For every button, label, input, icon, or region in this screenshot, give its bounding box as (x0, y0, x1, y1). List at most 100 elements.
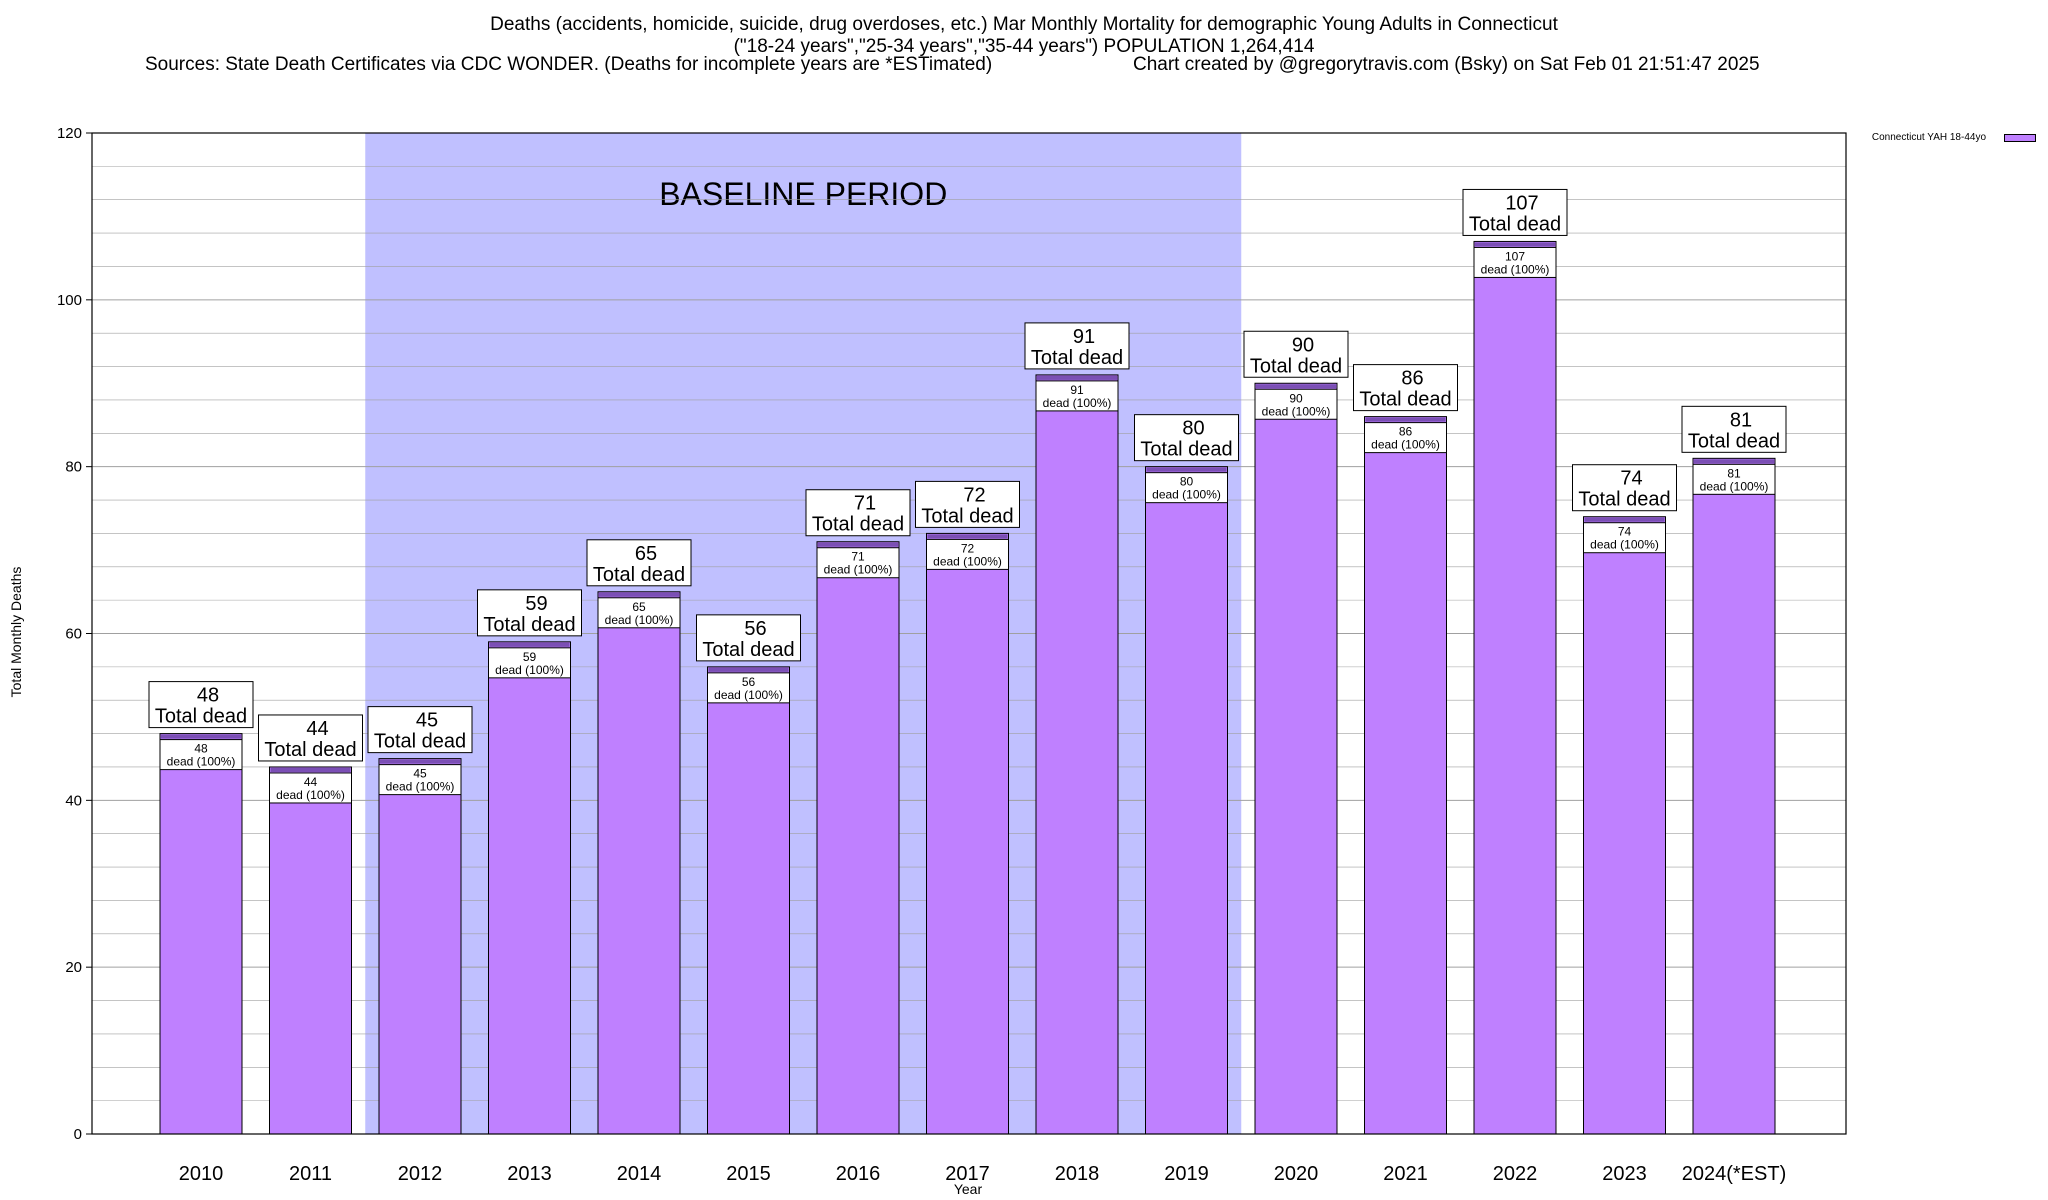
bar (269, 766, 352, 1135)
bar-total-value: 45 (416, 710, 438, 732)
bar-inner-label-box (1692, 463, 1776, 495)
bar-total-value: 74 (1620, 468, 1642, 490)
bar-total-value: 72 (963, 484, 985, 506)
bar-inner-label-box (1254, 388, 1338, 420)
y-tick-label: 20 (65, 959, 82, 976)
bar-total-text: Total dead (1578, 489, 1670, 511)
y-tick-label: 40 (65, 792, 82, 809)
bar-total-text: Total dead (1031, 347, 1123, 369)
bar-inner-value: 65 (632, 600, 646, 614)
bar-inner-label-box (488, 647, 571, 679)
bar-total-value: 81 (1730, 409, 1752, 431)
chart-title: Deaths (accidents, homicide, suicide, dr… (0, 14, 2048, 58)
x-tick-label: 2016 (836, 1163, 881, 1185)
bar (488, 641, 571, 1135)
bar (1035, 374, 1119, 1135)
x-tick-label: 2021 (1383, 1163, 1428, 1185)
bar-inner-value: 86 (1399, 425, 1413, 439)
chart-credit: Chart created by @gregorytravis.com (Bsk… (1133, 54, 1760, 75)
x-tick-label: 2013 (507, 1163, 552, 1185)
x-axis-label: Year (954, 1181, 983, 1197)
bar-inner-percent: dead (100%) (824, 563, 893, 577)
bar (707, 666, 790, 1135)
bar-total-value: 107 (1505, 192, 1538, 214)
bar-total-value: 80 (1182, 418, 1204, 440)
bar-inner-percent: dead (100%) (1700, 479, 1769, 493)
bar-inner-value: 72 (961, 541, 975, 555)
x-tick-label: 2011 (289, 1163, 332, 1185)
bar-total-label-box (1243, 330, 1349, 378)
bar-total-text: Total dead (264, 739, 356, 761)
bar-inner-percent: dead (100%) (1371, 438, 1440, 452)
bar-cap (599, 592, 679, 597)
bar-inner-label-box (707, 672, 790, 704)
bar-total-label-box (1681, 405, 1787, 453)
bar-total-text: Total dead (593, 564, 685, 586)
x-tick-label: 2014 (617, 1163, 662, 1185)
chart-title-line-2: ("18-24 years","25-34 years","35-44 year… (733, 36, 1315, 57)
bar-total-text: Total dead (1140, 439, 1232, 461)
bar-inner-label-box (1035, 380, 1119, 412)
bar-total-label-box (915, 480, 1020, 528)
bar-inner-label-box (1583, 522, 1666, 554)
bar-total-label-box (148, 681, 254, 729)
bar-inner-value: 90 (1289, 391, 1303, 405)
bar-inner-label-box (1473, 246, 1557, 278)
baseline-label: BASELINE PERIOD (659, 176, 947, 212)
bar-cap (1475, 242, 1555, 247)
bar-total-label-box (1024, 322, 1130, 370)
x-tick-label: 2024(*EST) (1682, 1163, 1787, 1185)
bar (926, 532, 1009, 1135)
bar-inner-value: 80 (1180, 475, 1194, 489)
bar (159, 733, 243, 1135)
x-tick-label: 2012 (398, 1163, 443, 1185)
bar-inner-value: 59 (523, 650, 537, 664)
bar-inner-value: 71 (851, 550, 865, 564)
bar-cap (1146, 467, 1227, 472)
bar-inner-value: 107 (1505, 249, 1525, 263)
bar-total-label-box (1134, 414, 1239, 462)
bar (1254, 382, 1338, 1135)
bar (378, 758, 462, 1135)
bar-cap (1694, 459, 1774, 464)
bar (1692, 457, 1776, 1135)
bar (1364, 416, 1447, 1135)
bar-total-text: Total dead (1469, 213, 1561, 235)
bar-cap (270, 767, 351, 772)
bar-series (159, 240, 1776, 1135)
y-tick-label: 120 (57, 125, 82, 142)
bar-inner-percent: dead (100%) (495, 663, 564, 677)
bar-cap (1256, 384, 1336, 389)
bar (816, 541, 900, 1135)
bar-cap (708, 667, 789, 672)
bar-total-text: Total dead (155, 706, 247, 728)
bar-inner-percent: dead (100%) (933, 554, 1002, 568)
x-tick-label: 2015 (726, 1163, 771, 1185)
bar-total-label-box (586, 539, 692, 587)
bar (1145, 466, 1228, 1135)
bar-total-value: 86 (1401, 368, 1423, 390)
bar-inner-percent: dead (100%) (1043, 396, 1112, 410)
bar-total-label-box (696, 614, 801, 662)
y-tick-label: 0 (74, 1126, 82, 1143)
bar-total-label-box (1462, 188, 1568, 236)
y-tick-label: 60 (65, 626, 82, 643)
bar-cap (489, 642, 570, 647)
bar (1583, 516, 1666, 1135)
